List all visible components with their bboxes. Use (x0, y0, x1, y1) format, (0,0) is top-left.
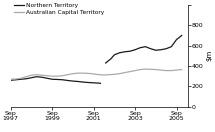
Line: Northern Territory: Northern Territory (11, 77, 100, 83)
Northern Territory (61, 79, 64, 81)
Australian Capital Territory (180, 69, 183, 70)
Australian Capital Territory (9, 78, 12, 80)
Australian Capital Territory (82, 72, 84, 74)
Australian Capital Territory (40, 74, 43, 76)
Northern Territory (46, 77, 48, 79)
Northern Territory (99, 82, 102, 84)
Northern Territory (20, 78, 22, 80)
Australian Capital Territory (160, 69, 162, 71)
Line: Australian Capital Territory: Australian Capital Territory (11, 69, 182, 79)
Australian Capital Territory (77, 72, 79, 74)
Legend: Northern Territory, Australian Capital Territory: Northern Territory, Australian Capital T… (14, 3, 105, 15)
Australian Capital Territory (118, 73, 121, 74)
Northern Territory (87, 82, 90, 83)
Australian Capital Territory (149, 69, 152, 70)
Australian Capital Territory (170, 70, 173, 71)
Northern Territory (40, 76, 43, 78)
Northern Territory (56, 79, 59, 80)
Australian Capital Territory (92, 73, 95, 75)
Australian Capital Territory (61, 75, 64, 76)
Australian Capital Territory (72, 73, 74, 74)
Australian Capital Territory (51, 75, 54, 77)
Northern Territory (35, 76, 38, 77)
Australian Capital Territory (139, 69, 141, 70)
Northern Territory (82, 81, 84, 83)
Australian Capital Territory (30, 74, 33, 76)
Australian Capital Territory (103, 74, 105, 76)
Australian Capital Territory (108, 74, 111, 76)
Australian Capital Territory (25, 76, 28, 77)
Northern Territory (15, 79, 17, 81)
Australian Capital Territory (66, 74, 69, 76)
Northern Territory (92, 82, 95, 84)
Northern Territory (72, 80, 74, 82)
Australian Capital Territory (20, 77, 22, 79)
Australian Capital Territory (175, 69, 178, 71)
Australian Capital Territory (87, 73, 90, 74)
Northern Territory (30, 77, 33, 79)
Northern Territory (66, 80, 69, 81)
Australian Capital Territory (46, 75, 48, 76)
Australian Capital Territory (98, 74, 100, 76)
Australian Capital Territory (155, 69, 157, 70)
Northern Territory (51, 78, 54, 80)
Northern Territory (77, 81, 79, 82)
Australian Capital Territory (113, 74, 116, 75)
Australian Capital Territory (123, 72, 126, 73)
Northern Territory (25, 78, 28, 80)
Northern Territory (98, 82, 100, 84)
Australian Capital Territory (35, 74, 38, 76)
Australian Capital Territory (134, 70, 136, 71)
Northern Territory (9, 79, 12, 81)
Australian Capital Territory (144, 68, 147, 70)
Australian Capital Territory (129, 71, 131, 72)
Australian Capital Territory (15, 78, 17, 80)
Australian Capital Territory (165, 70, 167, 71)
Australian Capital Territory (56, 75, 59, 77)
Y-axis label: $m: $m (206, 50, 212, 62)
